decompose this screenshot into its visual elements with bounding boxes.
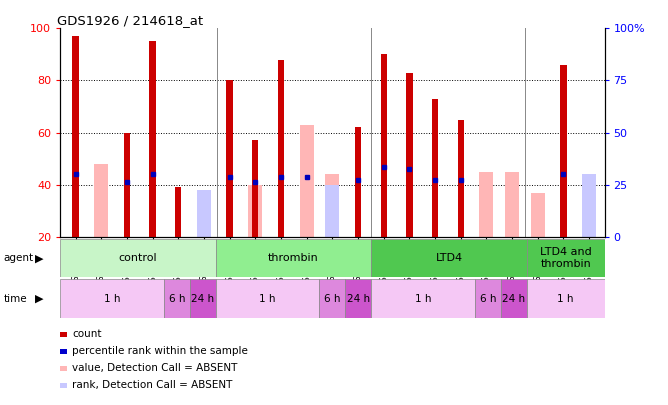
- Text: GDS1926 / 214618_at: GDS1926 / 214618_at: [57, 14, 204, 27]
- Bar: [475, 279, 501, 318]
- Bar: [216, 279, 319, 318]
- Bar: [252, 141, 259, 237]
- Bar: [299, 125, 314, 237]
- Bar: [325, 185, 339, 237]
- Bar: [505, 172, 519, 237]
- Bar: [432, 99, 438, 237]
- Bar: [371, 239, 527, 277]
- Text: 1 h: 1 h: [415, 294, 432, 304]
- Text: time: time: [3, 294, 27, 304]
- Text: count: count: [72, 329, 102, 339]
- Bar: [560, 65, 566, 237]
- Bar: [197, 190, 211, 237]
- Text: agent: agent: [3, 253, 33, 263]
- Text: control: control: [119, 253, 157, 263]
- Text: 24 h: 24 h: [502, 294, 525, 304]
- Text: ▶: ▶: [35, 253, 43, 263]
- Bar: [582, 175, 597, 237]
- Bar: [345, 279, 371, 318]
- Bar: [527, 279, 605, 318]
- Bar: [527, 239, 605, 277]
- Bar: [216, 239, 371, 277]
- Bar: [60, 239, 216, 277]
- Bar: [325, 175, 339, 237]
- Bar: [278, 60, 284, 237]
- Bar: [406, 72, 413, 237]
- Text: 1 h: 1 h: [104, 294, 120, 304]
- Bar: [371, 279, 475, 318]
- Text: rank, Detection Call = ABSENT: rank, Detection Call = ABSENT: [72, 380, 232, 390]
- Bar: [319, 279, 345, 318]
- Bar: [355, 128, 361, 237]
- Bar: [60, 279, 164, 318]
- Bar: [175, 188, 182, 237]
- Text: thrombin: thrombin: [268, 253, 319, 263]
- Text: LTD4: LTD4: [436, 253, 462, 263]
- Bar: [248, 185, 263, 237]
- Bar: [124, 133, 130, 237]
- Text: 1 h: 1 h: [557, 294, 574, 304]
- Text: LTD4 and
thrombin: LTD4 and thrombin: [540, 247, 592, 269]
- Text: 24 h: 24 h: [191, 294, 214, 304]
- Text: ▶: ▶: [35, 294, 43, 304]
- Bar: [381, 54, 387, 237]
- Bar: [530, 193, 545, 237]
- Text: 6 h: 6 h: [168, 294, 185, 304]
- Bar: [94, 164, 108, 237]
- Text: 24 h: 24 h: [347, 294, 370, 304]
- Bar: [72, 36, 79, 237]
- Bar: [480, 172, 494, 237]
- Text: 6 h: 6 h: [480, 294, 496, 304]
- Text: 1 h: 1 h: [259, 294, 276, 304]
- Bar: [197, 190, 211, 237]
- Bar: [150, 41, 156, 237]
- Bar: [226, 81, 232, 237]
- Text: 6 h: 6 h: [324, 294, 341, 304]
- Bar: [458, 119, 464, 237]
- Bar: [164, 279, 190, 318]
- Bar: [190, 279, 216, 318]
- Bar: [501, 279, 527, 318]
- Text: percentile rank within the sample: percentile rank within the sample: [72, 346, 248, 356]
- Text: value, Detection Call = ABSENT: value, Detection Call = ABSENT: [72, 363, 238, 373]
